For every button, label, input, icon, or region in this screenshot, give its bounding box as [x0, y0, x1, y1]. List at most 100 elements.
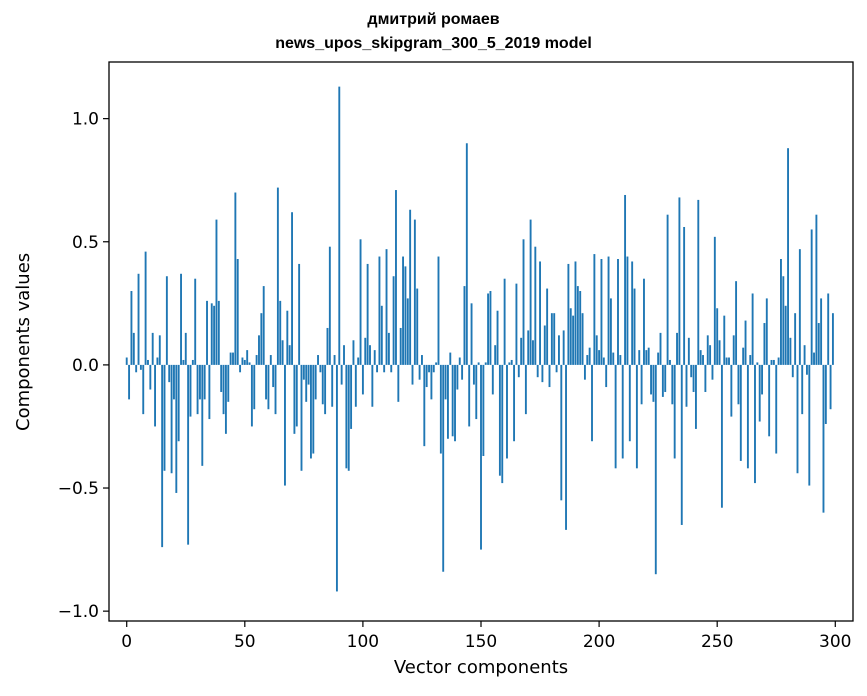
bar	[652, 364, 655, 402]
bar	[385, 249, 388, 365]
bar	[243, 359, 246, 365]
y-tick-label: −0.5	[58, 479, 99, 499]
x-tick-label: 300	[819, 632, 851, 652]
bar	[784, 305, 787, 365]
bar	[744, 320, 747, 365]
bar	[666, 214, 669, 365]
bar	[524, 364, 527, 415]
bar	[532, 340, 534, 365]
bar	[692, 364, 695, 392]
y-tick-label: 0.0	[72, 356, 99, 376]
bar	[269, 355, 272, 365]
bar	[598, 350, 601, 365]
bar	[468, 364, 471, 427]
bar	[541, 364, 544, 383]
bar	[234, 192, 237, 365]
bar	[347, 364, 350, 471]
bar	[654, 364, 657, 575]
bar	[444, 364, 447, 400]
bar	[206, 300, 208, 365]
bar	[165, 276, 168, 365]
bar	[404, 266, 407, 365]
bar	[794, 313, 797, 365]
bar	[180, 273, 182, 365]
bar	[513, 364, 516, 442]
bar	[508, 362, 511, 365]
bar	[354, 364, 357, 407]
bar	[187, 364, 190, 545]
bar	[803, 345, 806, 365]
bar	[210, 303, 213, 365]
bar	[787, 148, 789, 365]
bar	[699, 350, 702, 365]
bar	[284, 364, 286, 486]
bar	[706, 335, 709, 365]
bar	[154, 364, 156, 427]
bar	[824, 364, 827, 424]
bar	[671, 364, 674, 405]
bar	[659, 332, 662, 365]
bar	[765, 298, 768, 365]
bar	[607, 256, 610, 365]
bar	[395, 190, 397, 365]
bar	[704, 364, 707, 392]
bar	[435, 362, 438, 365]
bar	[428, 364, 430, 373]
bar	[246, 350, 249, 365]
bar	[595, 335, 598, 365]
bar	[624, 194, 627, 365]
bar	[678, 197, 681, 365]
bar	[810, 229, 813, 365]
bar	[147, 359, 149, 365]
x-tick-label: 50	[234, 632, 256, 652]
bar	[151, 332, 154, 365]
bar	[262, 286, 265, 365]
bar	[690, 364, 693, 378]
bar	[669, 359, 671, 365]
x-tick-label: 100	[347, 632, 379, 652]
bar	[482, 364, 485, 456]
chart-title-line-1: дмитрий ромаев	[367, 11, 500, 28]
bar	[543, 325, 546, 365]
bar	[605, 364, 608, 388]
bar	[239, 364, 242, 373]
bar	[576, 286, 579, 365]
bar	[345, 364, 348, 469]
bar	[664, 364, 667, 392]
bar	[621, 364, 624, 459]
bar	[350, 364, 353, 429]
bar	[683, 226, 686, 365]
bar	[517, 364, 520, 378]
bar	[343, 345, 345, 365]
bar	[463, 286, 466, 365]
y-tick-label: 1.0	[72, 110, 99, 130]
bar	[817, 323, 820, 365]
y-tick-label: 0.5	[72, 233, 99, 253]
bar	[772, 359, 775, 365]
bar	[437, 256, 440, 365]
bar	[775, 364, 778, 454]
bar	[425, 364, 428, 388]
bar	[673, 364, 676, 459]
bar	[432, 364, 435, 373]
bar	[227, 364, 230, 402]
bar	[827, 293, 830, 365]
bar	[829, 364, 832, 410]
bar	[591, 364, 593, 442]
bar	[338, 86, 341, 365]
bar	[250, 364, 253, 427]
bar	[135, 364, 138, 373]
bar	[609, 298, 612, 365]
x-tick-label: 150	[465, 632, 497, 652]
bar	[723, 315, 726, 365]
bar	[191, 359, 194, 365]
bar	[220, 364, 223, 392]
bar	[182, 359, 185, 365]
bar	[718, 340, 721, 365]
bar	[583, 364, 586, 380]
bar	[579, 291, 582, 365]
bar	[232, 352, 234, 365]
bar	[352, 340, 355, 365]
bar	[558, 335, 560, 365]
bar	[685, 364, 688, 407]
